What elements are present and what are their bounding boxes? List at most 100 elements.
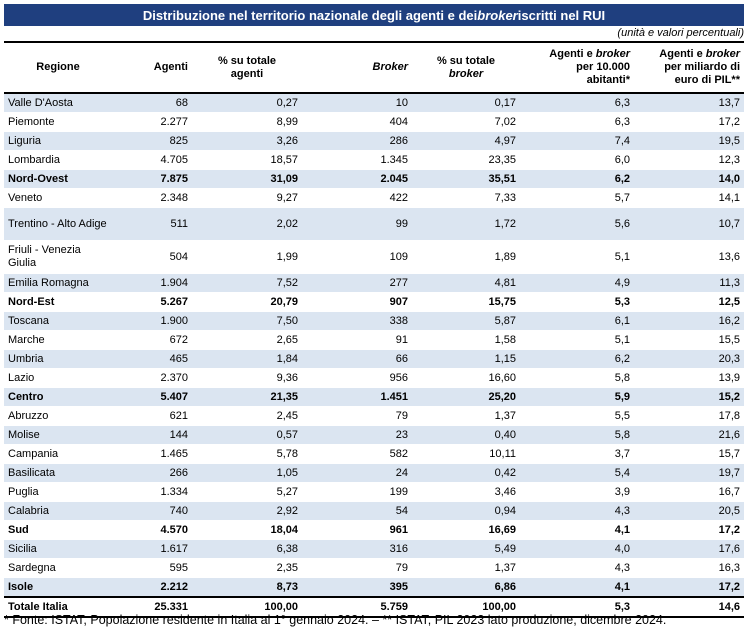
cell-pil: 13,7 <box>634 93 744 113</box>
cell-ab: 6,2 <box>520 169 634 189</box>
cell-pil: 16,2 <box>634 311 744 331</box>
cell-ab: 5,3 <box>520 596 634 618</box>
cell-b: 582 <box>302 444 412 464</box>
cell-b: 961 <box>302 520 412 540</box>
cell-pb: 6,86 <box>412 577 520 598</box>
cell-r: Nord-Ovest <box>4 169 112 189</box>
cell-pil: 19,5 <box>634 131 744 151</box>
cell-b: 316 <box>302 539 412 559</box>
cell-r: Piemonte <box>4 112 112 132</box>
cell-pb: 25,20 <box>412 387 520 407</box>
table-row: Toscana 1.900 7,50 338 5,87 6,1 16,2 <box>4 311 744 331</box>
cell-a: 511 <box>112 207 192 241</box>
cell-pa: 0,57 <box>192 425 302 445</box>
table-row: Umbria 465 1,84 66 1,15 6,2 20,3 <box>4 349 744 369</box>
cell-b: 286 <box>302 131 412 151</box>
cell-r: Molise <box>4 425 112 445</box>
table-row: Liguria 825 3,26 286 4,97 7,4 19,5 <box>4 131 744 151</box>
cell-ab: 4,0 <box>520 539 634 559</box>
cell-pa: 9,27 <box>192 188 302 208</box>
table-row: Sicilia 1.617 6,38 316 5,49 4,0 17,6 <box>4 539 744 559</box>
cell-pil: 20,3 <box>634 349 744 369</box>
cell-pil: 17,6 <box>634 539 744 559</box>
header-pct-broker: % su totale broker <box>412 41 520 94</box>
footnote: * Fonte: ISTAT, Popolazione residente in… <box>4 613 667 627</box>
cell-a: 4.570 <box>112 520 192 540</box>
cell-pil: 14,0 <box>634 169 744 189</box>
header-per-pil: Agenti e broker per miliardo di euro di PI… <box>634 41 744 94</box>
cell-b: 404 <box>302 112 412 132</box>
cell-pil: 16,3 <box>634 558 744 578</box>
cell-pa: 0,27 <box>192 93 302 113</box>
cell-pil: 14,1 <box>634 188 744 208</box>
cell-r: Nord-Est <box>4 292 112 312</box>
cell-ab: 4,3 <box>520 558 634 578</box>
cell-b: 956 <box>302 368 412 388</box>
cell-pa: 1,05 <box>192 463 302 483</box>
cell-a: 7.875 <box>112 169 192 189</box>
cell-pa: 2,65 <box>192 330 302 350</box>
cell-pb: 5,49 <box>412 539 520 559</box>
cell-pb: 10,11 <box>412 444 520 464</box>
cell-r: Friuli - Venezia Giulia <box>4 240 112 274</box>
cell-pb: 1,89 <box>412 240 520 274</box>
cell-a: 504 <box>112 240 192 274</box>
cell-a: 2.370 <box>112 368 192 388</box>
cell-pb: 5,87 <box>412 311 520 331</box>
header-pct-agenti: % su totale agenti <box>192 41 302 94</box>
cell-pb: 1,58 <box>412 330 520 350</box>
cell-a: 825 <box>112 131 192 151</box>
header-broker: Broker <box>302 41 412 94</box>
cell-ab: 5,1 <box>520 240 634 274</box>
cell-r: Sardegna <box>4 558 112 578</box>
cell-pa: 6,38 <box>192 539 302 559</box>
cell-pa: 8,73 <box>192 577 302 598</box>
cell-r: Abruzzo <box>4 406 112 426</box>
cell-ab: 5,1 <box>520 330 634 350</box>
cell-b: 907 <box>302 292 412 312</box>
cell-pa: 31,09 <box>192 169 302 189</box>
cell-a: 1.334 <box>112 482 192 502</box>
cell-r: Sud <box>4 520 112 540</box>
cell-pa: 18,04 <box>192 520 302 540</box>
cell-ab: 7,4 <box>520 131 634 151</box>
table-row: Trentino - Alto Adige 511 2,02 99 1,72 5,6 10,… <box>4 207 744 241</box>
cell-a: 672 <box>112 330 192 350</box>
cell-a: 5.407 <box>112 387 192 407</box>
cell-pb: 1,72 <box>412 207 520 241</box>
cell-a: 595 <box>112 558 192 578</box>
cell-ab: 4,1 <box>520 577 634 598</box>
table-row: Nord-Ovest 7.875 31,09 2.045 35,51 6,2 14,0 <box>4 169 744 189</box>
cell-b: 10 <box>302 93 412 113</box>
cell-pil: 17,8 <box>634 406 744 426</box>
cell-b: 79 <box>302 558 412 578</box>
header-row: Regione Agenti % su totale agenti Broker … <box>4 41 744 94</box>
cell-a: 621 <box>112 406 192 426</box>
cell-pb: 23,35 <box>412 150 520 170</box>
header-per-abitanti: Agenti e broker per 10.000 abitanti* <box>520 41 634 94</box>
cell-r: Marche <box>4 330 112 350</box>
cell-b: 109 <box>302 240 412 274</box>
table-row: Puglia 1.334 5,27 199 3,46 3,9 16,7 <box>4 482 744 502</box>
cell-r: Puglia <box>4 482 112 502</box>
cell-a: 4.705 <box>112 150 192 170</box>
cell-b: 199 <box>302 482 412 502</box>
cell-b: 99 <box>302 207 412 241</box>
cell-pil: 15,5 <box>634 330 744 350</box>
title-text-pre: Distribuzione nel territorio nazionale d… <box>142 7 478 23</box>
table-row: Calabria 740 2,92 54 0,94 4,3 20,5 <box>4 501 744 521</box>
cell-b: 1.451 <box>302 387 412 407</box>
cell-pa: 2,02 <box>192 207 302 241</box>
cell-r: Centro <box>4 387 112 407</box>
cell-pa: 5,78 <box>192 444 302 464</box>
cell-pa: 7,50 <box>192 311 302 331</box>
cell-r: Umbria <box>4 349 112 369</box>
cell-b: 2.045 <box>302 169 412 189</box>
cell-ab: 6,0 <box>520 150 634 170</box>
cell-pb: 7,33 <box>412 188 520 208</box>
cell-pb: 100,00 <box>412 596 520 618</box>
cell-pil: 12,3 <box>634 150 744 170</box>
cell-b: 66 <box>302 349 412 369</box>
table-row: Molise 144 0,57 23 0,40 5,8 21,6 <box>4 425 744 445</box>
table-row: Marche 672 2,65 91 1,58 5,1 15,5 <box>4 330 744 350</box>
